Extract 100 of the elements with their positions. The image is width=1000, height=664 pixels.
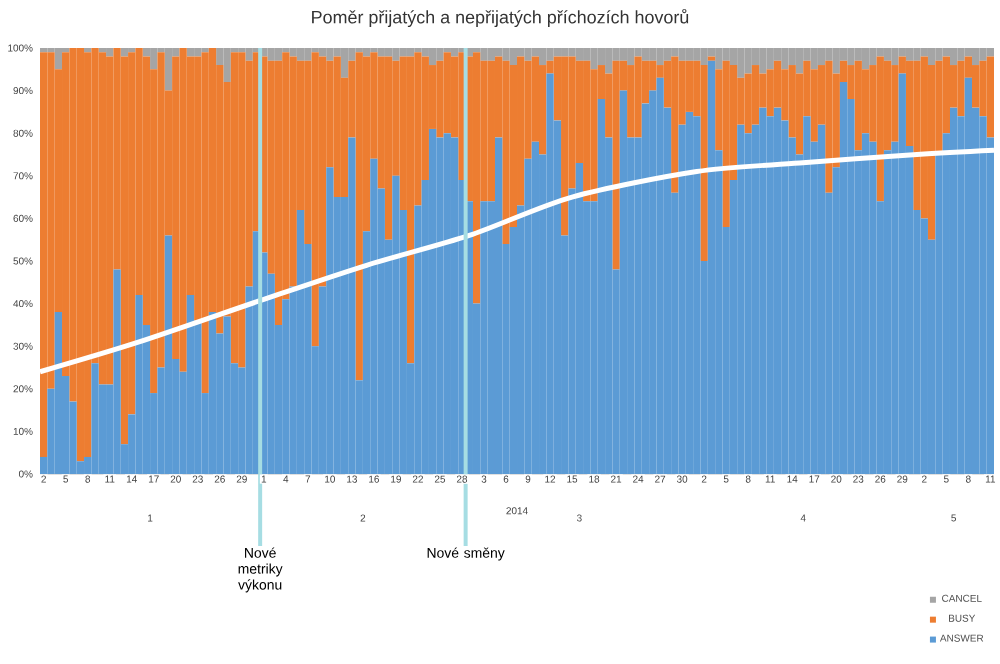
bar xyxy=(575,163,584,474)
bar xyxy=(450,47,459,57)
bar xyxy=(590,47,598,70)
bar xyxy=(494,47,503,57)
bar xyxy=(671,56,679,193)
bar xyxy=(685,111,694,474)
bar xyxy=(810,69,818,142)
bar xyxy=(832,47,840,74)
bar xyxy=(964,77,972,474)
bar xyxy=(113,269,121,474)
bar xyxy=(436,60,444,138)
line-series xyxy=(37,147,997,375)
bar xyxy=(876,47,884,57)
bar xyxy=(737,47,745,78)
bar xyxy=(326,47,334,61)
bar xyxy=(957,60,965,117)
bar xyxy=(370,47,378,53)
bar xyxy=(436,137,444,474)
bar xyxy=(883,150,892,474)
bar xyxy=(223,316,231,474)
bar xyxy=(274,60,283,325)
bar xyxy=(267,47,275,61)
bar xyxy=(891,47,899,66)
bar xyxy=(869,141,877,474)
bar xyxy=(406,56,415,364)
bar xyxy=(751,47,760,66)
bar xyxy=(238,47,246,53)
bar xyxy=(531,47,540,57)
bar xyxy=(98,47,107,53)
bar xyxy=(377,47,385,57)
bar xyxy=(194,47,202,57)
bar xyxy=(546,47,554,61)
bar xyxy=(340,47,349,78)
bar xyxy=(817,124,826,474)
bar xyxy=(480,47,488,61)
bar xyxy=(619,47,628,61)
bar xyxy=(414,47,422,53)
bar xyxy=(861,133,870,474)
bar xyxy=(927,65,936,240)
bar xyxy=(971,47,980,66)
bar xyxy=(781,47,789,70)
bar xyxy=(348,137,356,474)
bar xyxy=(509,47,518,66)
bar xyxy=(979,116,987,474)
bar xyxy=(150,47,158,70)
bar xyxy=(619,90,628,474)
bar xyxy=(208,312,217,474)
bar xyxy=(817,47,826,66)
bar xyxy=(40,52,48,457)
bar xyxy=(854,60,862,151)
bar xyxy=(678,47,686,61)
bar xyxy=(230,52,239,364)
bar xyxy=(986,47,995,57)
bar xyxy=(201,47,209,53)
bar xyxy=(54,312,63,474)
bar xyxy=(370,158,378,474)
bar xyxy=(355,47,363,53)
bar xyxy=(825,60,833,193)
bar xyxy=(40,47,48,53)
bar xyxy=(605,47,613,74)
bar xyxy=(971,65,980,108)
bar xyxy=(656,77,664,474)
bar xyxy=(869,47,877,66)
bar xyxy=(663,47,672,61)
bar xyxy=(979,47,987,61)
bar xyxy=(296,47,305,61)
bar xyxy=(355,52,363,381)
bar xyxy=(685,47,694,61)
bar xyxy=(245,47,253,61)
bar xyxy=(480,201,488,474)
bar xyxy=(744,47,752,74)
bar xyxy=(766,116,774,474)
bar xyxy=(502,47,510,61)
bar xyxy=(920,218,928,474)
bar xyxy=(201,52,209,394)
bar xyxy=(905,47,914,61)
bar xyxy=(428,128,437,474)
bar xyxy=(274,47,283,61)
bar xyxy=(186,295,195,474)
bar xyxy=(164,235,173,474)
bar xyxy=(186,47,195,57)
bar xyxy=(443,133,451,474)
bar xyxy=(106,56,114,385)
bar xyxy=(634,56,642,138)
bar xyxy=(436,47,444,61)
bar xyxy=(920,47,928,57)
bar xyxy=(597,47,606,66)
bar xyxy=(487,47,495,61)
bar xyxy=(935,47,943,61)
bar xyxy=(883,47,892,61)
bar xyxy=(304,47,312,61)
bar xyxy=(428,47,437,66)
bar xyxy=(54,47,63,70)
bar xyxy=(839,82,848,474)
bar xyxy=(949,47,958,66)
bar xyxy=(384,47,393,57)
bar xyxy=(942,47,950,57)
bar xyxy=(759,107,767,474)
bar xyxy=(326,167,334,474)
bar xyxy=(98,52,107,385)
